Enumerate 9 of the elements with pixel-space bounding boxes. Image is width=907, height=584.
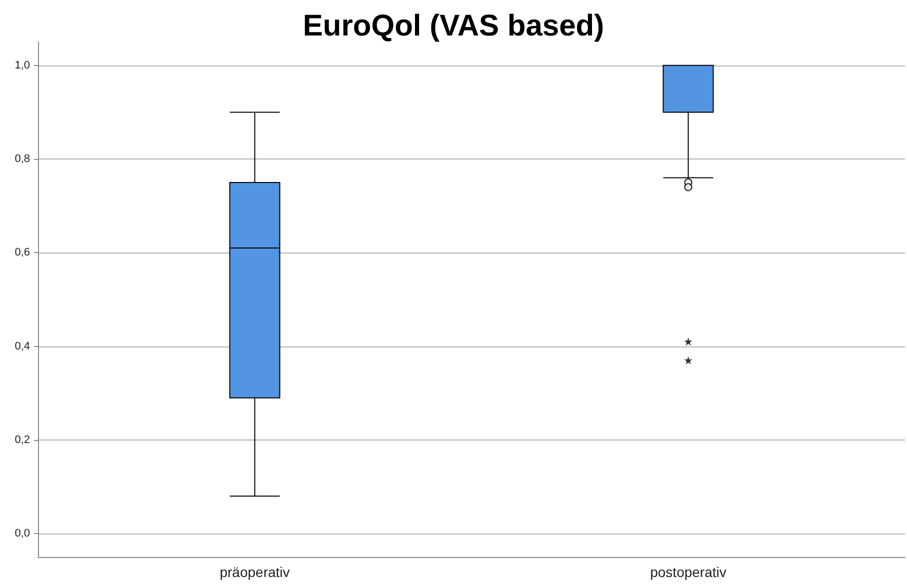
y-tick-label: 1,0: [14, 59, 30, 72]
y-tick-label: 0,2: [14, 434, 30, 446]
x-tick-label: postoperativ: [650, 564, 726, 580]
y-tick-label: 0,4: [14, 340, 30, 352]
x-tick-label: präoperativ: [220, 564, 290, 580]
chart-title: EuroQol (VAS based): [302, 10, 604, 42]
y-tick-label: 0,8: [14, 153, 30, 166]
y-tick-label: 0,6: [14, 246, 30, 259]
y-tick-label: 0,0: [14, 528, 30, 540]
